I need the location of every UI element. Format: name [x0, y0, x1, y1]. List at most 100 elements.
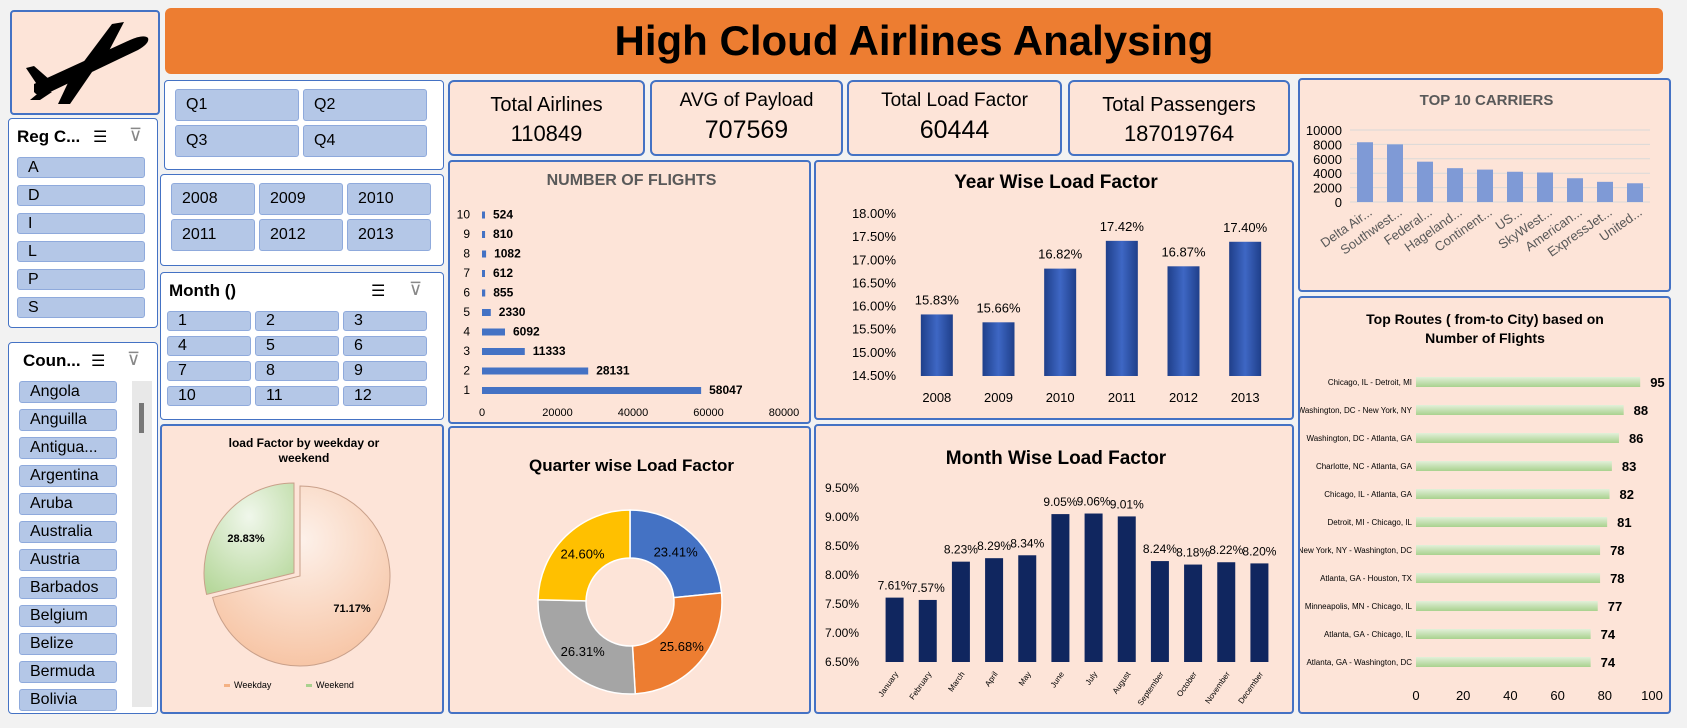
slicer-month-5[interactable]: 5 — [255, 336, 339, 356]
slicer-month-7[interactable]: 7 — [167, 361, 251, 381]
slicer-region-l[interactable]: L — [17, 241, 145, 262]
donut-slice — [537, 598, 637, 695]
slicer-month-6[interactable]: 6 — [343, 336, 427, 356]
slicer-region-a[interactable]: A — [17, 157, 145, 178]
bar — [1105, 240, 1138, 376]
x-tick-label: 2009 — [984, 390, 1013, 405]
kpi-label: AVG of Payload — [679, 90, 814, 111]
data-label: 8.34% — [1010, 536, 1044, 550]
legend-swatch — [306, 684, 312, 687]
region-slicer-header: Reg C... — [17, 127, 81, 146]
slicer-region-p[interactable]: P — [17, 269, 145, 290]
slicer-month-10[interactable]: 10 — [167, 386, 251, 406]
bar — [1150, 561, 1169, 662]
bar — [1416, 629, 1591, 639]
slicer-year-2008[interactable]: 2008 — [171, 183, 255, 215]
data-label: 28.83% — [227, 533, 265, 545]
slicer-month-3[interactable]: 3 — [343, 311, 427, 331]
multi-select-icon[interactable]: ☰ — [371, 283, 386, 300]
data-label: 25.68% — [660, 639, 705, 654]
slicer-month-4[interactable]: 4 — [167, 336, 251, 356]
kpi-total-passengers: Total Passengers 187019764 — [1068, 80, 1290, 156]
x-tick-label: 80000 — [769, 407, 800, 419]
x-tick-label: August — [1111, 669, 1133, 695]
slicer-country-argentina[interactable]: Argentina — [19, 465, 117, 487]
data-label: 855 — [493, 286, 513, 300]
y-tick-label: 18.00% — [852, 206, 897, 221]
top-routes-chart: Chicago, IL - Detroit, MI 95 Washington, D… — [1300, 375, 1665, 703]
slicer-year-2010[interactable]: 2010 — [347, 183, 431, 215]
flights-chart-panel: NUMBER OF FLIGHTS 1 58047 2 28131 3 11333 4 609… — [448, 160, 811, 424]
category-label: Washington, DC - Atlanta, GA — [1306, 434, 1412, 443]
country-scrollbar[interactable] — [132, 381, 152, 707]
quarter-chart-panel: Quarter wise Load Factor 23.41% 25.68% 26.… — [448, 426, 811, 714]
data-label: 77 — [1608, 599, 1622, 614]
slicer-region-s[interactable]: S — [17, 297, 145, 318]
slicer-quarter-q4[interactable]: Q4 — [303, 125, 427, 157]
y-tick-label: 4000 — [1313, 166, 1342, 181]
slicer-country-australia[interactable]: Australia — [19, 521, 117, 543]
month-chart-panel: Month Wise Load Factor 9.50% 9.00% 8.50% 8.… — [814, 424, 1294, 714]
slicer-month-8[interactable]: 8 — [255, 361, 339, 381]
slicer-year-2009[interactable]: 2009 — [259, 183, 343, 215]
country-slicer: Coun... ☰ ⊽ Angola Anguilla Antigua... Arge… — [8, 342, 158, 714]
slicer-region-d[interactable]: D — [17, 185, 145, 206]
legend-label: Weekday — [234, 680, 272, 690]
multi-select-icon[interactable]: ☰ — [93, 129, 108, 146]
y-tick-label: 10000 — [1306, 123, 1342, 138]
slicer-year-2013[interactable]: 2013 — [347, 219, 431, 251]
slicer-country-angola[interactable]: Angola — [19, 381, 117, 403]
data-label: 82 — [1620, 487, 1634, 502]
kpi-value: 60444 — [919, 116, 990, 144]
bar — [951, 561, 970, 662]
slicer-country-bolivia[interactable]: Bolivia — [19, 689, 117, 711]
data-label: 17.40% — [1223, 220, 1268, 235]
slicer-country-barbados[interactable]: Barbados — [19, 577, 117, 599]
x-tick-label: 2013 — [1231, 390, 1260, 405]
slicer-month-12[interactable]: 12 — [343, 386, 427, 406]
data-label: 2330 — [499, 305, 526, 319]
clear-filter-icon[interactable]: ⊽ — [409, 279, 423, 299]
chart-title: Top Routes ( from-to City) based on Numb… — [1366, 311, 1604, 346]
slicer-country-belize[interactable]: Belize — [19, 633, 117, 655]
slicer-country-aruba[interactable]: Aruba — [19, 493, 117, 515]
slicer-month-9[interactable]: 9 — [343, 361, 427, 381]
kpi-total-airlines: Total Airlines 110849 — [448, 80, 645, 156]
donut-slice — [631, 592, 723, 695]
y-tick-label: 9.00% — [825, 510, 859, 524]
bar — [482, 309, 491, 316]
slicer-month-1[interactable]: 1 — [167, 311, 251, 331]
multi-select-icon[interactable]: ☰ — [91, 353, 106, 370]
slicer-country-austria[interactable]: Austria — [19, 549, 117, 571]
x-tick-label: June — [1049, 670, 1067, 690]
slicer-country-bermuda[interactable]: Bermuda — [19, 661, 117, 683]
slicer-quarter-q1[interactable]: Q1 — [175, 89, 299, 121]
clear-filter-icon[interactable]: ⊽ — [127, 349, 141, 369]
data-label: 8.29% — [977, 539, 1011, 553]
bar — [1416, 601, 1598, 611]
slicer-quarter-q2[interactable]: Q2 — [303, 89, 427, 121]
slicer-country-antigua[interactable]: Antigua... — [19, 437, 117, 459]
country-scrollbar-thumb[interactable] — [139, 403, 144, 433]
category-label: Charlotte, NC - Atlanta, GA — [1316, 462, 1413, 471]
slicer-month-11[interactable]: 11 — [255, 386, 339, 406]
slicer-year-2012[interactable]: 2012 — [259, 219, 343, 251]
data-label: 26.31% — [561, 644, 606, 659]
category-label: 3 — [463, 344, 470, 358]
slicer-month-2[interactable]: 2 — [255, 311, 339, 331]
slicer-region-i[interactable]: I — [17, 213, 145, 234]
data-label: 9.05% — [1043, 495, 1077, 509]
category-label: 8 — [463, 247, 470, 261]
slicer-quarter-q3[interactable]: Q3 — [175, 125, 299, 157]
slicer-country-anguilla[interactable]: Anguilla — [19, 409, 117, 431]
slicer-year-2011[interactable]: 2011 — [171, 219, 255, 251]
clear-filter-icon[interactable]: ⊽ — [129, 125, 143, 145]
quarter-slicer: Q1 Q2 Q3 Q4 — [164, 80, 444, 170]
kpi-label: Total Airlines — [490, 94, 603, 116]
data-label: 6092 — [513, 325, 540, 339]
bar — [482, 250, 487, 258]
slicer-country-belgium[interactable]: Belgium — [19, 605, 117, 627]
donut-slice — [629, 509, 723, 599]
y-tick-label: 14.50% — [852, 368, 897, 383]
kpi-value: 707569 — [704, 116, 789, 144]
